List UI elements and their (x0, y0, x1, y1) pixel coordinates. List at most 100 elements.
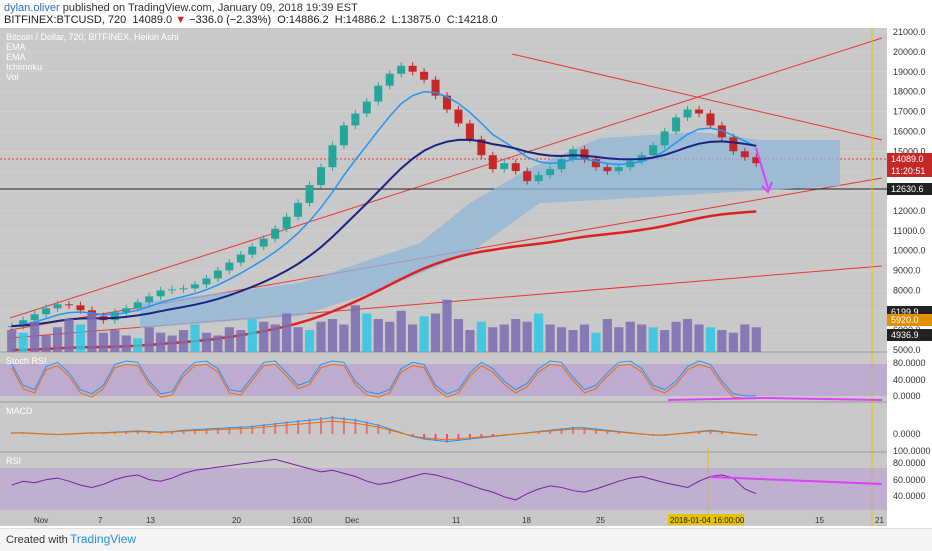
candle (465, 123, 474, 140)
legend-title: Bitcoin / Dollar, 720, BITFINEX, Heikin … (6, 32, 179, 42)
volume-bar (18, 332, 28, 352)
ema-fast-line (11, 90, 757, 327)
candle (271, 228, 280, 239)
candle (133, 302, 142, 309)
volume-bar (156, 332, 166, 352)
candle (488, 155, 497, 170)
macd-histogram (388, 428, 391, 434)
chart-area[interactable]: Bitcoin / Dollar, 720, BITFINEX, Heikin … (0, 28, 932, 526)
volume-bar (511, 319, 521, 352)
price-change: −336.0 (−2.33%) (189, 14, 272, 26)
legend-ema-2: EMA (6, 52, 26, 62)
candle (683, 109, 692, 118)
macd-histogram (285, 421, 288, 434)
volume-bar (144, 327, 154, 352)
x-tick-label: 13 (146, 516, 155, 525)
price-label: 4936.9 (891, 330, 919, 340)
rsi-band (0, 468, 887, 510)
price-label-box (887, 183, 932, 195)
candle (603, 167, 612, 172)
volume-bar (453, 319, 464, 352)
macd-histogram (228, 427, 231, 434)
volume-bar (396, 310, 406, 352)
volume-bar (602, 319, 612, 352)
volume-bar (110, 330, 120, 352)
x-tick-label: 2018-01-04 16:00:00 (670, 516, 745, 525)
candle (236, 254, 245, 263)
tradingview-logo[interactable]: TradingView (70, 532, 137, 546)
created-with-label: Created with (6, 534, 68, 546)
legend-vol: Vol (6, 72, 19, 82)
candle (420, 71, 429, 80)
rsi-tick-label: 100.0000 (893, 446, 931, 456)
candle (168, 289, 177, 291)
candle (294, 202, 303, 217)
ohlc-close: C:14218.0 (446, 14, 498, 26)
volume-bar (556, 327, 567, 352)
author-link[interactable]: dylan.oliver (4, 2, 60, 14)
macd-histogram (698, 431, 700, 434)
rsi-line (11, 458, 757, 501)
price-tick-label: 15000.0 (893, 146, 926, 156)
volume-bar (213, 335, 223, 352)
time-axis[interactable]: Nov 7 13 20 16:00 Dec 11 18 25 2018-01-04 16:00:0… (34, 514, 884, 525)
volume-bar (259, 321, 269, 352)
macd-histogram (606, 429, 609, 434)
volume-bar (591, 332, 601, 352)
candle (351, 113, 360, 126)
volume-bar (87, 313, 97, 352)
volume-bar (270, 324, 280, 352)
volume-bar (247, 319, 257, 352)
macd-histogram (423, 434, 426, 440)
candle (362, 101, 371, 114)
volume-bar (694, 324, 704, 352)
macd-histogram (274, 422, 277, 434)
x-tick-label: 20 (232, 516, 241, 525)
volume-bar (293, 327, 303, 352)
candle (42, 308, 51, 315)
volume-bar (522, 321, 532, 352)
price-label: 12630.6 (891, 184, 924, 194)
macd-histogram (377, 424, 380, 434)
x-tick-label: 15 (815, 516, 824, 525)
price-tick-label: 12000.0 (893, 206, 926, 216)
x-tick-label: 11 (452, 516, 461, 525)
candle (7, 326, 16, 328)
rsi-title: RSI (6, 456, 21, 466)
chart-background (0, 28, 932, 526)
candle (706, 113, 715, 126)
candle (649, 145, 658, 156)
stoch-tick-label: 40.0000 (893, 375, 926, 385)
volume-bar (728, 332, 738, 352)
macd-histogram (205, 428, 208, 434)
candle (397, 65, 406, 74)
volume-bar (740, 324, 750, 352)
legend-ema-1: EMA (6, 42, 26, 52)
stoch-title: Stoch RSI (6, 356, 47, 366)
volume-bar (236, 330, 246, 352)
macd-histogram (560, 428, 563, 434)
volume-bar (717, 330, 727, 352)
candle (752, 157, 761, 164)
volume-bar (224, 327, 234, 352)
price-tick-label: 19000.0 (893, 67, 926, 77)
candle (694, 109, 704, 114)
trendline (9, 37, 883, 319)
volume-bar (568, 330, 578, 352)
candle (717, 125, 726, 138)
volume-bar (499, 324, 509, 352)
trendline (511, 53, 883, 141)
volume-bar (408, 324, 418, 352)
candle (110, 312, 119, 321)
volume-bar (7, 330, 17, 352)
candle (431, 79, 440, 96)
candle (740, 151, 749, 158)
candle (672, 117, 681, 132)
volume-bar (41, 335, 51, 352)
macd-histogram (342, 417, 345, 434)
candle (557, 159, 566, 170)
candle (328, 145, 337, 168)
macd-title: MACD (6, 406, 33, 416)
volume-bar (705, 327, 716, 352)
volume-bar (614, 327, 624, 352)
